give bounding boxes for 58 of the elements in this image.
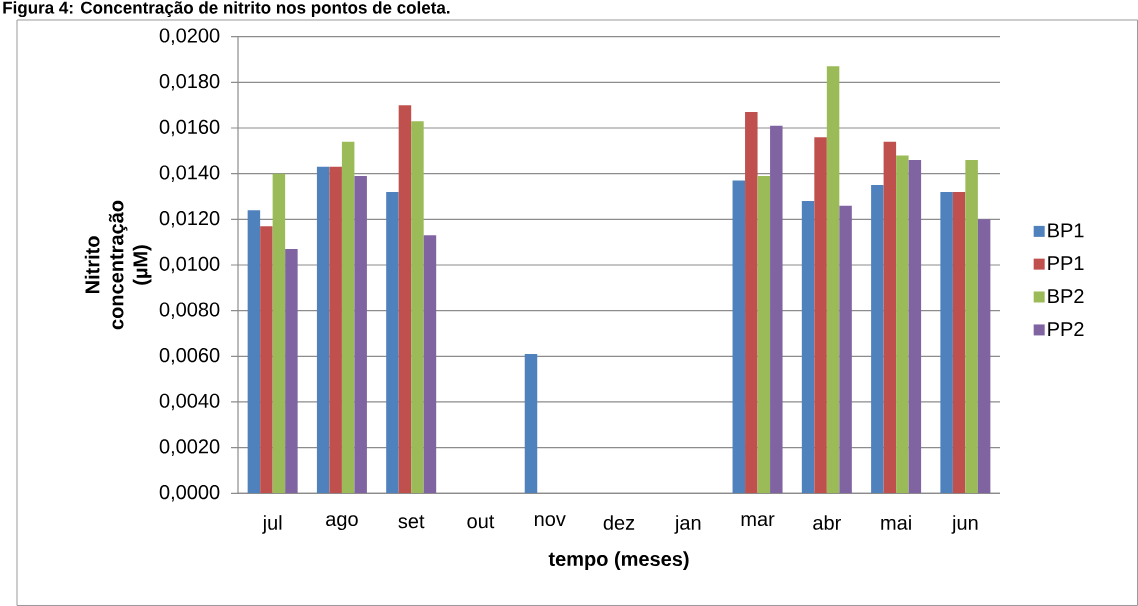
bar [801,201,815,494]
y-tick-label: 0,0160 [159,119,220,137]
x-tick-label: mar [741,515,775,527]
x-tick-label: jun [951,515,978,534]
x-tick-label: abr [813,515,841,530]
y-axis-title: Nitrito concentração (µM) [84,200,152,330]
chart-title: Figura 4: Concentração de nitrito nos pontos de coleta. [3,1,450,18]
y-tick-label: 0,0120 [159,211,220,228]
y-tick-label: 0,0080 [159,302,220,319]
y-tick-label: 0,0040 [159,393,220,411]
x-tick-label: jan [674,515,701,534]
x-axis-title: tempo (meses) [548,551,689,570]
bar [260,226,273,494]
y-tick-label: 0,0060 [159,348,220,365]
legend-label: PP2 [1048,321,1084,336]
bar [272,173,286,494]
bar [411,121,424,494]
x-tick-label: out [467,515,495,529]
bar [732,180,746,494]
bar [386,191,399,494]
bar [977,219,991,494]
bar [896,155,909,494]
bar [316,166,330,494]
bar [745,112,758,494]
bar [423,235,437,494]
bar [871,185,884,494]
bar [883,141,897,494]
bar [354,175,367,494]
legend-label: PP1 [1048,256,1084,271]
bar [247,210,261,494]
bar [398,105,412,494]
y-tick-label: 0,0100 [159,256,220,274]
bar [770,125,783,494]
x-tick-label: mai [881,515,911,530]
y-tick-label: 0,0140 [159,165,220,182]
bar [908,159,922,494]
y-tick-label: 0,0200 [159,28,220,45]
x-tick-label: jul [262,515,282,534]
bar [285,249,298,494]
x-tick-label: nov [534,515,566,527]
y-tick-label: 0,0000 [159,485,220,502]
bar [341,141,355,494]
bar [952,191,966,494]
legend-label: BP2 [1048,288,1084,303]
y-tick-label: 0,0180 [159,74,220,91]
bar [757,175,771,494]
bar [940,191,953,494]
x-tick-label: set [398,515,425,529]
y-tick-label: 0,0020 [159,439,220,456]
bar [839,205,852,494]
bar [329,166,342,494]
legend-label: BP1 [1048,223,1084,238]
x-tick-label: dez [603,515,635,530]
bar [826,66,840,494]
bar [965,159,978,494]
bar [814,137,827,494]
bar [524,354,538,494]
x-tick-label: ago [326,515,358,531]
